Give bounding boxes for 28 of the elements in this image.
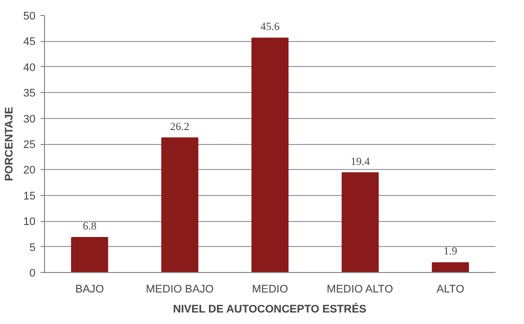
bar [251,38,289,272]
x-tick-label: ALTO [436,284,465,296]
y-tick-label: 30 [23,113,36,126]
y-tick-label: 40 [23,62,36,74]
bar [432,262,469,272]
y-tick-label: 0 [29,268,36,280]
y-tick-label: 45 [23,36,36,48]
bar [161,137,198,272]
data-label: 1.9 [444,246,458,258]
y-tick-label: 10 [23,216,36,228]
data-label: 19.4 [350,156,370,168]
x-tick-label: MEDIO ALTO [326,284,394,296]
data-label: 45.6 [260,21,280,34]
data-label: 6.8 [82,220,97,233]
y-tick-label: 5 [29,242,36,254]
y-tick-label: 20 [23,164,36,177]
x-tick-label: BAJO [75,284,104,296]
x-tick-label: MEDIO BAJO [146,284,214,296]
bar [342,172,379,272]
bar [71,237,108,272]
y-tick-label: 25 [23,139,36,151]
x-tick-label: MEDIO [252,284,288,296]
y-tick-label: 15 [23,190,36,202]
y-axis-title: PORCENTAJE [3,106,16,182]
y-tick-label: 50 [23,10,36,22]
x-axis-title: NIVEL DE AUTOCONCEPTO ESTRÉS [173,302,366,316]
y-tick-label: 35 [23,88,36,100]
data-label: 26.2 [170,120,190,133]
